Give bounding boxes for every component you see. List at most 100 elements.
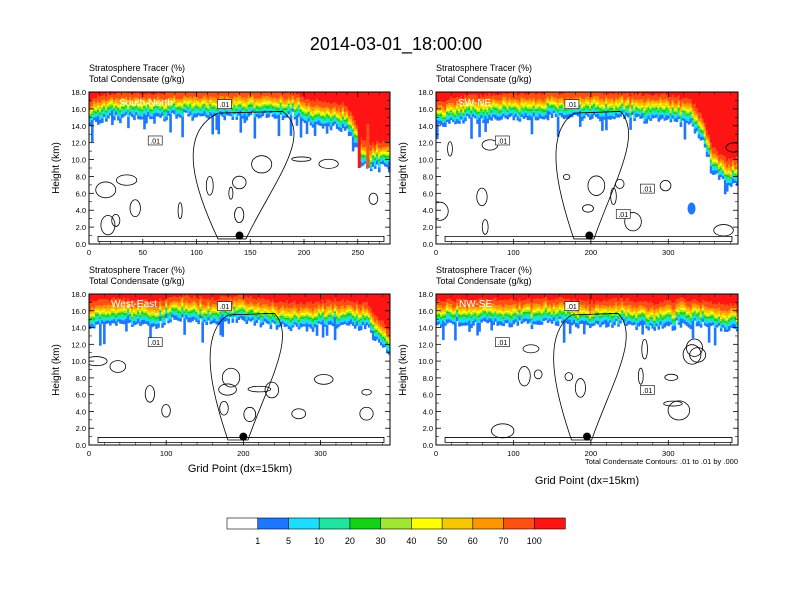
colorbar-label: 50: [437, 536, 447, 546]
y-tick-label: 4.0: [423, 206, 433, 215]
colorbar-label: 5: [286, 536, 291, 546]
y-tick-label: 8.0: [423, 172, 433, 181]
panel-sw-ne: Stratosphere Tracer (%) Total Condensate…: [398, 63, 739, 257]
y-tick-label: 16.0: [71, 307, 86, 316]
y-tick-label: 16.0: [418, 307, 433, 316]
colorbar-label: 100: [527, 536, 542, 546]
contour-label: .01: [640, 385, 655, 395]
y-tick-label: 2.0: [423, 223, 433, 232]
y-tick-label: 14.0: [418, 122, 433, 131]
colorbar-label: 20: [345, 536, 355, 546]
plot-area: .01 .01 0.0 2.0 4.0 6.0 8.0 10.0 12.0 14.0 16.0 18.…: [71, 290, 391, 458]
location-marker: [583, 432, 591, 441]
panel-nw-se: Stratosphere Tracer (%) Total Condensate…: [398, 265, 739, 487]
colorbar-swatch: [349, 517, 382, 530]
contour-footnote: Total Condensate Contours: .01 to .01 by…: [585, 457, 738, 466]
y-tick-label: 2.0: [423, 424, 433, 433]
y-tick-label: 6.0: [76, 391, 86, 400]
y-axis-label: Height (km): [398, 142, 409, 194]
colorbar-swatch: [533, 517, 566, 530]
svg-text:.01: .01: [150, 138, 160, 145]
panel-label: SW-NE: [458, 98, 491, 109]
location-marker: [585, 231, 594, 240]
y-tick-label: 18.0: [71, 88, 86, 97]
y-axis-label: Height (km): [51, 142, 62, 194]
svg-text:.01: .01: [567, 102, 577, 109]
x-tick-label: 100: [507, 449, 520, 458]
y-tick-label: 4.0: [76, 407, 86, 416]
y-tick-label: 14.0: [71, 122, 86, 131]
colorbar-swatch: [288, 517, 320, 530]
x-tick-label: 200: [298, 248, 311, 257]
panel-header-line1: Stratosphere Tracer (%): [436, 63, 532, 73]
plot-area: .01 .01 .01 .01 0.0 2.0 4.0 6.0 8.0 10.0 12.0 14.0 1…: [418, 88, 739, 257]
y-tick-label: 12.0: [71, 340, 86, 349]
x-tick-label: 50: [139, 248, 147, 257]
x-tick-label: 200: [585, 248, 598, 257]
svg-text:.01: .01: [498, 138, 508, 145]
contour-label: .01: [640, 183, 655, 194]
svg-text:.01: .01: [643, 187, 653, 194]
panel-label: NW-SE: [459, 299, 492, 310]
y-tick-label: 18.0: [418, 290, 433, 299]
y-tick-label: 12.0: [418, 139, 433, 148]
y-tick-label: 0.0: [76, 240, 86, 249]
panel-south-north: Stratosphere Tracer (%) Total Condensate…: [51, 63, 391, 257]
y-tick-label: 0.0: [423, 441, 433, 450]
contour-label: .01: [564, 301, 580, 311]
x-tick-label: 250: [351, 248, 364, 257]
contour-label: .01: [147, 135, 163, 145]
y-tick-label: 16.0: [71, 105, 86, 114]
x-tick-label: 100: [160, 449, 173, 458]
panel-header-line2: Total Condensate (g/kg): [89, 74, 185, 84]
colorbar-label: 30: [376, 536, 386, 546]
y-tick-label: 10.0: [418, 357, 433, 366]
svg-text:.01: .01: [220, 102, 230, 109]
panel-header-line1: Stratosphere Tracer (%): [89, 265, 185, 275]
contour-label: .01: [217, 99, 232, 109]
y-tick-label: 2.0: [76, 223, 86, 232]
y-tick-label: 14.0: [71, 324, 86, 333]
x-tick-label: 0: [87, 449, 91, 458]
panel-header-line2: Total Condensate (g/kg): [436, 276, 532, 286]
y-tick-label: 8.0: [76, 374, 86, 383]
y-tick-label: 18.0: [71, 290, 86, 299]
y-tick-label: 6.0: [423, 189, 433, 198]
colorbar-label: 10: [314, 536, 324, 546]
plot-area: .01 .01 .01 0.0 2.0 4.0 6.0 8.0 10.0 12.0 14.0 16.0…: [418, 290, 739, 458]
contour-label: .01: [147, 337, 163, 347]
location-marker: [239, 432, 248, 441]
y-tick-label: 0.0: [76, 441, 86, 450]
x-tick-label: 150: [244, 248, 257, 257]
colorbar-label: 40: [406, 536, 416, 546]
contour-label: .01: [217, 301, 232, 311]
x-tick-label: 0: [434, 248, 438, 257]
panel-label: West-East: [111, 299, 157, 310]
x-tick-label: 200: [585, 449, 598, 458]
y-tick-label: 10.0: [418, 156, 433, 165]
colorbar: 1 5 10 20 30 40 50 60 70 100: [226, 517, 566, 546]
colorbar-label: 60: [468, 536, 478, 546]
svg-text:.01: .01: [220, 304, 230, 311]
x-tick-label: 300: [314, 449, 327, 458]
x-tick-label: 100: [190, 248, 203, 257]
y-tick-label: 0.0: [423, 240, 433, 249]
colorbar-label: 70: [499, 536, 509, 546]
colorbar-swatch: [441, 517, 474, 530]
colorbar-swatch: [503, 517, 535, 530]
colorbar-swatch: [472, 517, 505, 530]
colorbar-swatch: [257, 517, 290, 530]
x-tick-label: 300: [662, 248, 675, 257]
panel-label: South-North: [119, 98, 173, 109]
svg-text:.01: .01: [150, 340, 160, 347]
y-tick-label: 12.0: [71, 139, 86, 148]
y-tick-label: 18.0: [418, 88, 433, 97]
panel-header-line1: Stratosphere Tracer (%): [436, 265, 532, 275]
y-tick-label: 10.0: [71, 156, 86, 165]
y-tick-label: 6.0: [423, 391, 433, 400]
contour-label: .01: [564, 99, 580, 109]
x-axis-label: Grid Point (dx=15km): [188, 463, 292, 475]
contour-label: .01: [495, 135, 510, 145]
contour-label: .01: [495, 337, 510, 347]
colorbar-label: 1: [255, 536, 260, 546]
